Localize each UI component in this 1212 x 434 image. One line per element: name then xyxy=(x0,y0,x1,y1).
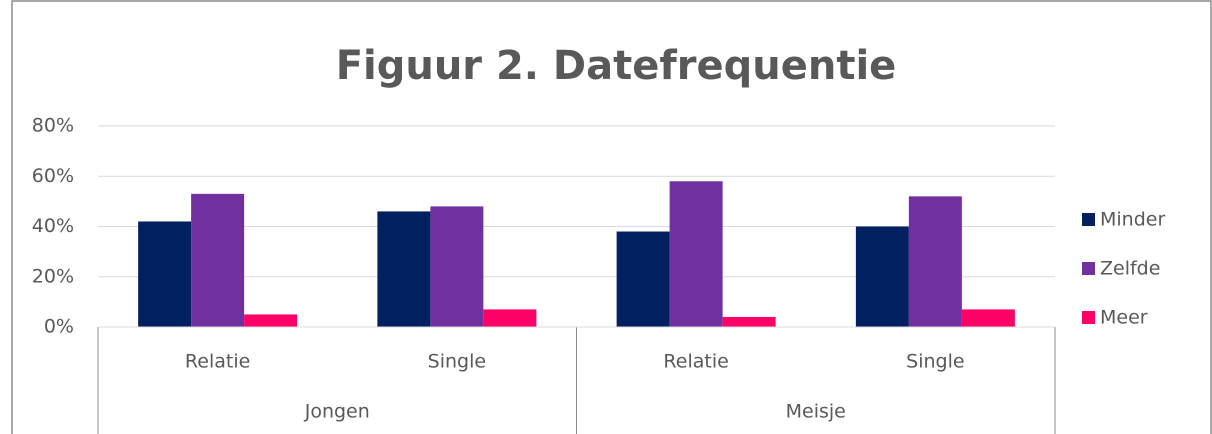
legend-label: Minder xyxy=(1100,209,1165,231)
y-tick-label: 60% xyxy=(32,165,74,187)
group-label: Meisje xyxy=(786,401,846,423)
bar xyxy=(855,226,909,327)
chart-title: Figuur 2. Datefrequentie xyxy=(336,43,897,89)
legend-swatch xyxy=(1082,311,1095,324)
y-tick-label: 80% xyxy=(32,115,74,137)
bar xyxy=(483,309,537,327)
bar xyxy=(616,231,670,327)
bar xyxy=(908,196,962,327)
x-tick-label: Relatie xyxy=(663,351,728,373)
y-tick-label: 0% xyxy=(44,316,74,338)
x-tick-label: Relatie xyxy=(185,351,250,373)
bar xyxy=(669,181,723,327)
bar xyxy=(244,314,298,327)
legend-label: Zelfde xyxy=(1100,258,1160,280)
legend-swatch xyxy=(1082,262,1095,275)
legend-label: Meer xyxy=(1100,307,1148,329)
x-tick-label: Single xyxy=(906,351,964,373)
y-tick-label: 40% xyxy=(32,215,74,237)
bar xyxy=(430,206,484,327)
bar xyxy=(722,316,776,327)
bar xyxy=(138,221,192,327)
y-tick-label: 20% xyxy=(32,265,74,287)
bar xyxy=(377,211,431,327)
group-label: Jongen xyxy=(304,401,370,423)
legend-swatch xyxy=(1082,213,1095,226)
x-tick-label: Single xyxy=(428,351,486,373)
bar xyxy=(191,193,245,327)
bar xyxy=(961,309,1015,327)
